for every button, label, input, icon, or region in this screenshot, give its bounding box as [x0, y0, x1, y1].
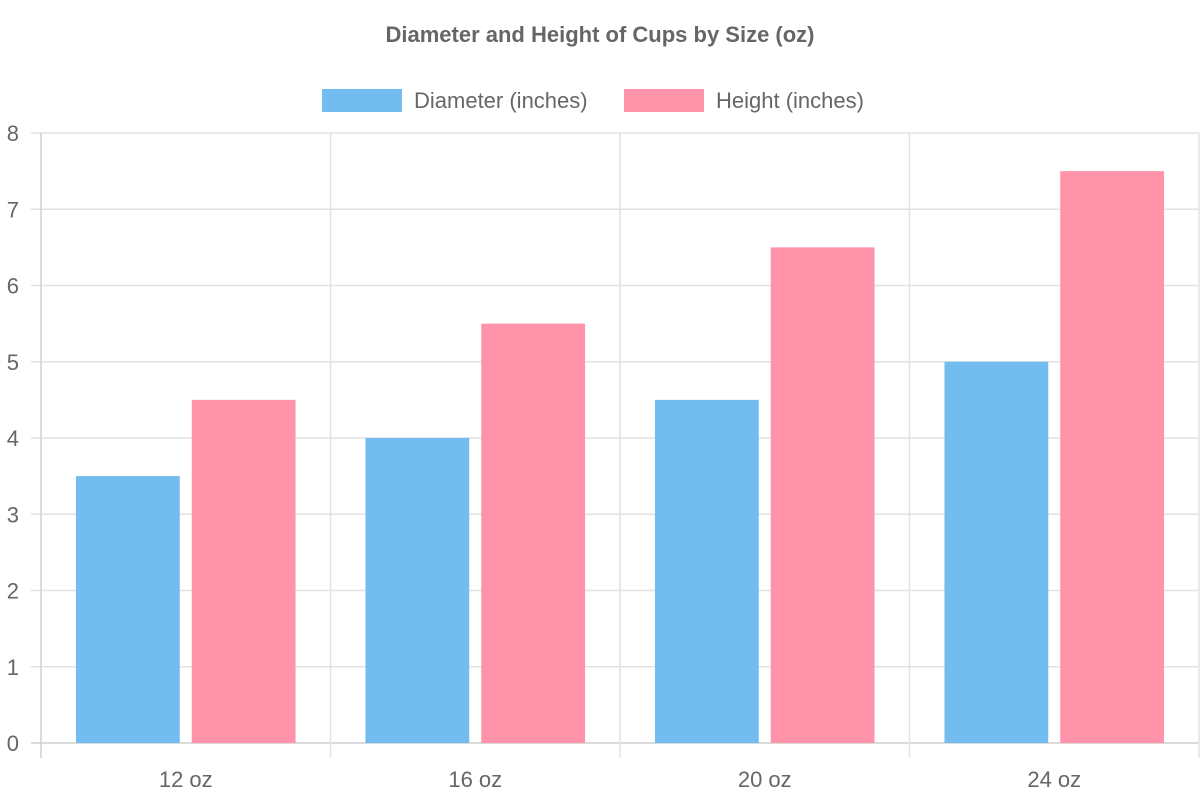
x-tick-label: 12 oz [159, 767, 213, 792]
bar-diameter-12-oz[interactable] [75, 476, 180, 743]
y-tick-label: 0 [7, 731, 19, 756]
bar-height-20-oz[interactable] [770, 247, 875, 743]
chart-title: Diameter and Height of Cups by Size (oz) [385, 22, 814, 47]
bar-height-16-oz[interactable] [481, 323, 586, 743]
y-tick-label: 3 [7, 502, 19, 527]
bar-diameter-24-oz[interactable] [944, 361, 1049, 743]
chart-legend: Diameter (inches) Height (inches) [322, 88, 864, 113]
y-tick-label: 8 [7, 121, 19, 146]
y-tick-label: 1 [7, 655, 19, 680]
y-tick-label: 2 [7, 579, 19, 604]
y-tick-label: 4 [7, 426, 19, 451]
legend-swatch-diameter[interactable] [322, 89, 402, 112]
axes: 0 1 2 3 4 5 6 7 8 12 oz 16 oz 20 oz 24 oz [7, 121, 1081, 792]
y-tick-label: 5 [7, 350, 19, 375]
x-tick-label: 20 oz [738, 767, 792, 792]
legend-label-diameter[interactable]: Diameter (inches) [414, 88, 588, 113]
bar-diameter-16-oz[interactable] [365, 438, 470, 743]
bar-diameter-20-oz[interactable] [654, 399, 759, 743]
x-tick-label: 16 oz [448, 767, 502, 792]
y-tick-label: 7 [7, 197, 19, 222]
x-tick-label: 24 oz [1027, 767, 1081, 792]
bar-height-12-oz[interactable] [191, 399, 296, 743]
legend-swatch-height[interactable] [624, 89, 704, 112]
legend-label-height[interactable]: Height (inches) [716, 88, 864, 113]
grid-lines [31, 132, 1200, 758]
y-tick-label: 6 [7, 274, 19, 299]
bars [75, 171, 1165, 743]
bar-height-24-oz[interactable] [1060, 171, 1165, 743]
